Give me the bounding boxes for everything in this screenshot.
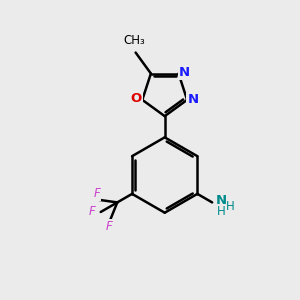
Text: F: F [94,187,100,200]
Text: N: N [188,93,199,106]
Text: F: F [105,220,112,233]
Text: CH₃: CH₃ [123,34,145,47]
Text: F: F [89,206,96,218]
Text: H: H [217,205,225,218]
Text: N: N [179,66,190,79]
Text: H: H [225,200,234,213]
Text: N: N [216,194,227,207]
Text: O: O [131,92,142,105]
